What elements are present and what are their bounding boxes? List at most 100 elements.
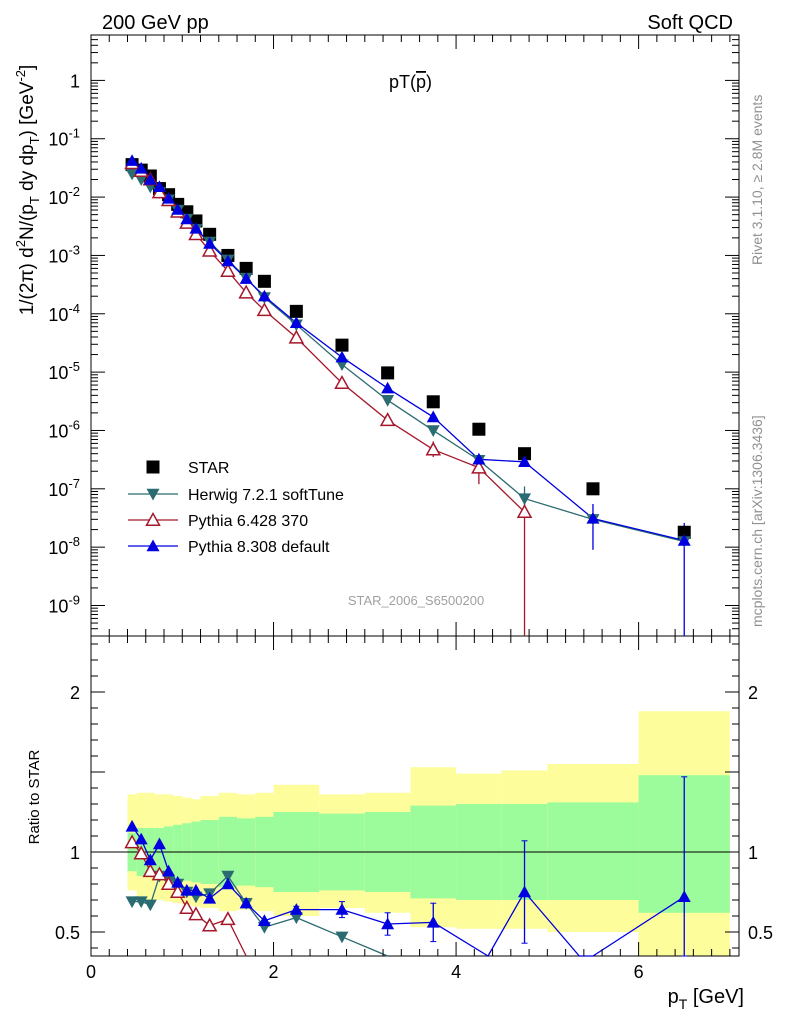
- ratio-y-tick-label-left: 0.5: [55, 923, 80, 943]
- main-ylabel: 1/(2π) d2N/(pT dy dpT) [GeV-2]: [13, 65, 42, 316]
- ratio-y-tick-label-right: 1: [748, 843, 758, 863]
- data-point: [201, 242, 218, 257]
- ratio-data-point: [189, 883, 203, 896]
- data-point: [180, 212, 194, 225]
- y-tick-label: 10-5: [48, 359, 80, 383]
- ratio-data-point: [203, 891, 217, 904]
- y-tick-label: 10-8: [48, 534, 80, 558]
- ratio-data-point: [221, 870, 235, 883]
- y-tick-label: 10-3: [48, 242, 80, 266]
- ratio-data-point: [124, 834, 140, 849]
- axes-frames: [90, 34, 740, 957]
- rivet-version-label: Rivet 3.1.10, ≥ 2.8M events: [749, 95, 765, 265]
- ratio-data-point: [143, 899, 157, 912]
- data-point: [162, 191, 176, 204]
- data-point: [134, 174, 148, 187]
- data-point: [203, 237, 217, 249]
- data-point: [518, 455, 532, 468]
- header-left-label: 200 GeV pp: [102, 12, 209, 34]
- x-tick-label: 4: [451, 962, 461, 982]
- x-tick-label: 2: [269, 962, 279, 982]
- data-point: [379, 412, 396, 427]
- plot-title: pT(p): [389, 72, 432, 92]
- axis-labels: 0 2 4 6 10-9 10-8 10-7 10-6 10-5 10-4 10-3 10-2 10-1…: [48, 71, 773, 982]
- ratio-data-point: [160, 875, 177, 890]
- x-tick-label: 6: [634, 962, 644, 982]
- axis-ticks: [90, 34, 739, 956]
- ratio-data-point: [152, 837, 166, 850]
- data-point: [472, 422, 486, 436]
- ratio-data-point: [335, 903, 349, 915]
- legend-marker: [146, 460, 160, 474]
- ratio-ylabel: Ratio to STAR: [26, 749, 43, 844]
- data-point: [381, 366, 395, 380]
- y-tick-label: 10-1: [48, 126, 80, 150]
- ratio-data-point: [162, 864, 176, 877]
- ratio-data-point: [239, 896, 253, 909]
- data-point: [188, 226, 204, 241]
- ratio-data-point: [151, 866, 168, 881]
- band-inner: [547, 802, 639, 900]
- ratio-data-point: [335, 931, 349, 944]
- ratio-y-tick-label-right: 2: [748, 683, 758, 703]
- legend-marker: [146, 488, 160, 501]
- data-point: [257, 289, 271, 302]
- data-markers: [124, 154, 691, 944]
- x-axis-title-unit: [GeV]: [687, 986, 744, 1008]
- ratio-data-point: [169, 883, 186, 898]
- data-point: [221, 254, 235, 267]
- ratio-data-point: [125, 819, 139, 832]
- data-point: [426, 395, 440, 409]
- ratio-data-point: [171, 875, 185, 888]
- legend-label: STAR: [188, 460, 229, 477]
- ratio-data-point: [289, 903, 303, 915]
- ratio-data-point: [143, 853, 157, 866]
- y-tick-label: 10-2: [48, 184, 80, 208]
- data-point: [256, 302, 273, 317]
- legend-label: Herwig 7.2.1 softTune: [188, 487, 344, 504]
- ratio-data-point: [179, 899, 195, 914]
- ratio-data-point: [142, 863, 159, 878]
- plot-title-particle: p: [416, 72, 426, 92]
- ratio-data-point: [133, 845, 149, 860]
- data-point: [239, 272, 253, 284]
- ratio-data-point: [180, 883, 194, 896]
- data-point: [171, 203, 185, 215]
- ratio-y-tick-label-left: 2: [70, 683, 80, 703]
- x-axis-title-sub: T: [679, 996, 688, 1012]
- ratio-data-point: [289, 912, 303, 925]
- data-point: [381, 381, 395, 394]
- ratio-data-point: [134, 896, 148, 909]
- data-point: [471, 459, 487, 474]
- data-point: [516, 503, 533, 518]
- data-point: [257, 274, 271, 288]
- plot-title-close: ): [426, 72, 432, 92]
- x-axis-title-p: p: [668, 986, 679, 1008]
- y-tick-label: 1: [70, 71, 80, 91]
- y-tick-label: 10-9: [48, 592, 80, 616]
- x-tick-label: 0: [86, 962, 96, 982]
- data-point: [189, 221, 203, 234]
- data-point: [335, 350, 349, 363]
- ratio-data-point: [221, 877, 235, 890]
- data-point: [425, 441, 442, 456]
- data-point: [289, 316, 303, 329]
- legend-label: Pythia 6.428 370: [188, 513, 308, 530]
- data-point: [335, 338, 349, 352]
- data-point: [289, 304, 303, 318]
- data-point: [288, 329, 305, 344]
- data-point: [143, 173, 157, 185]
- ratio-plot-frame: [90, 635, 740, 957]
- data-point: [238, 284, 254, 299]
- ratio-data-point: [188, 906, 204, 921]
- data-point: [125, 154, 139, 166]
- header-right-label: Soft QCD: [647, 12, 733, 34]
- data-point: [677, 525, 691, 539]
- legend-label: Pythia 8.308 default: [188, 539, 330, 556]
- data-point: [586, 511, 600, 524]
- data-point: [239, 261, 253, 275]
- data-point: [426, 410, 440, 423]
- legend-marker: [146, 539, 160, 552]
- y-tick-label: 10-6: [48, 417, 80, 441]
